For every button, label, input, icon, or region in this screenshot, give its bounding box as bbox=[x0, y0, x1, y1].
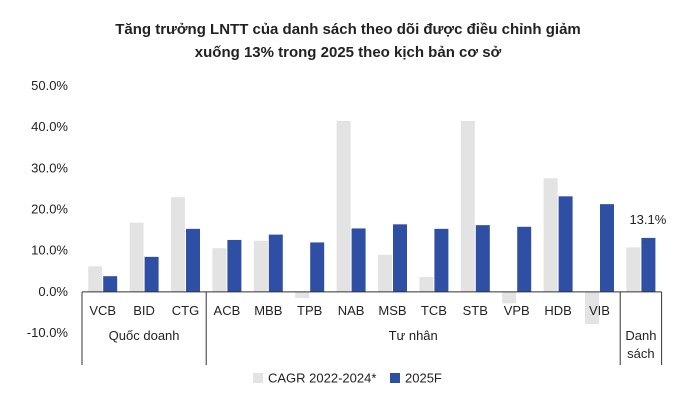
y-tick-label: 30.0% bbox=[31, 160, 68, 175]
bar-2025f-nab bbox=[351, 228, 366, 292]
x-tick-label: TCB bbox=[421, 303, 447, 318]
bar-2025f-acb bbox=[227, 239, 242, 292]
bar-2025f-vcb bbox=[103, 276, 118, 292]
x-tick-label: VIB bbox=[589, 303, 610, 318]
chart-title-line-2: xuống 13% trong 2025 theo kịch bản cơ sở bbox=[194, 44, 502, 61]
bar-2025f-hdb bbox=[558, 196, 573, 292]
bar-2025f-tpb bbox=[310, 242, 325, 292]
x-tick-label: MBB bbox=[254, 303, 282, 318]
bar-2025f-ctg bbox=[186, 228, 200, 292]
data-label-danh-sach: 13.1% bbox=[629, 212, 666, 227]
bar-cagr-vpb bbox=[502, 291, 517, 304]
x-tick-label: VPB bbox=[504, 303, 530, 318]
bar-2025f-tcb bbox=[434, 228, 449, 292]
bar-cagr-acb bbox=[212, 248, 227, 292]
y-tick-label: 40.0% bbox=[31, 119, 68, 134]
group-label: Quốc doanh bbox=[109, 328, 180, 343]
bar-2025f-danh-sách bbox=[641, 237, 656, 292]
legend-swatch-2025f bbox=[390, 373, 400, 383]
bar-cagr-msb bbox=[378, 254, 392, 292]
legend-swatch-cagr bbox=[253, 373, 263, 383]
bar-cagr-vib bbox=[585, 291, 599, 324]
group-label: Danh bbox=[625, 328, 656, 343]
bar-cagr-ctg bbox=[171, 197, 185, 292]
bar-2025f-msb bbox=[393, 224, 407, 292]
bar-cagr-tcb bbox=[419, 277, 434, 292]
bar-cagr-tpb bbox=[295, 291, 310, 299]
y-tick-label: 0.0% bbox=[38, 284, 68, 299]
x-tick-label: ACB bbox=[214, 303, 241, 318]
x-tick-label: VCB bbox=[89, 303, 116, 318]
y-tick-label: 50.0% bbox=[31, 78, 68, 93]
x-tick-label: MSB bbox=[378, 303, 406, 318]
x-tick-label: TPB bbox=[297, 303, 322, 318]
bar-cagr-nab bbox=[336, 120, 351, 292]
y-tick-label: -10.0% bbox=[27, 325, 69, 340]
bar-cagr-danh-sách bbox=[626, 247, 641, 292]
chart-title: Tăng trưởng LNTT của danh sách theo dõi … bbox=[0, 18, 696, 64]
legend-label-2025f: 2025F bbox=[405, 371, 442, 386]
x-tick-label: NAB bbox=[338, 303, 365, 318]
bar-cagr-vcb bbox=[88, 266, 103, 292]
bar-2025f-vpb bbox=[517, 226, 532, 292]
x-tick-label: STB bbox=[463, 303, 488, 318]
legend-label-cagr: CAGR 2022-2024* bbox=[268, 371, 376, 386]
bar-cagr-hdb bbox=[543, 178, 558, 292]
group-label: Tư nhân bbox=[389, 328, 438, 343]
bar-2025f-stb bbox=[475, 225, 490, 292]
bar-cagr-mbb bbox=[253, 240, 268, 292]
bar-2025f-mbb bbox=[268, 234, 283, 292]
bar-2025f-vib bbox=[600, 204, 614, 292]
x-tick-label: HDB bbox=[544, 303, 571, 318]
bar-cagr-bid bbox=[129, 222, 144, 292]
x-tick-label: BID bbox=[133, 303, 155, 318]
bar-2025f-bid bbox=[144, 256, 159, 292]
group-label-line-2: sách bbox=[627, 346, 654, 361]
bar-cagr-stb bbox=[460, 120, 475, 292]
y-tick-label: 10.0% bbox=[31, 243, 68, 258]
x-tick-label: CTG bbox=[172, 303, 199, 318]
y-tick-label: 20.0% bbox=[31, 202, 68, 217]
chart-title-line-1: Tăng trưởng LNTT của danh sách theo dõi … bbox=[115, 21, 581, 38]
